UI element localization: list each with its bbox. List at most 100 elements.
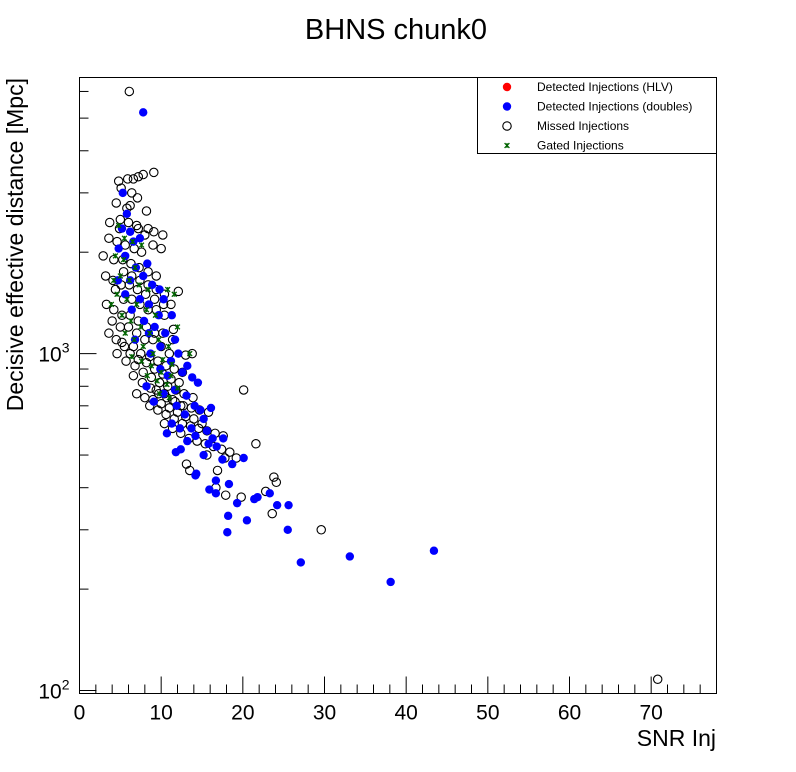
- y-axis-label: Decisive effective distance [Mpc]: [2, 78, 28, 411]
- detected-point: [204, 439, 213, 448]
- missed-point: [187, 348, 197, 359]
- detected-point: [296, 558, 306, 567]
- missed-point: [168, 324, 179, 335]
- plot-frame: [79, 77, 717, 694]
- missed-point: [111, 334, 122, 345]
- legend-label: Detected Injections (doubles): [537, 100, 692, 114]
- gated-point: [122, 330, 129, 337]
- x-tick-label: 60: [558, 702, 581, 725]
- gated-point: [117, 273, 124, 279]
- missed-point: [123, 322, 134, 332]
- x-axis-ticks: 0 10 20 30 40 50 60 70: [74, 676, 717, 725]
- detected-point: [155, 285, 164, 294]
- y-tick-base: 10: [38, 681, 61, 704]
- gated-point: [121, 235, 128, 242]
- detected-point: [187, 424, 196, 433]
- missed-point: [225, 447, 235, 457]
- gated-point: [129, 238, 136, 245]
- detected-point: [272, 500, 282, 510]
- gated-point: [156, 390, 163, 397]
- gated-point: [186, 350, 193, 357]
- detected-point: [139, 316, 149, 326]
- missed-point: [136, 247, 147, 257]
- x-tick-label: 0: [74, 702, 86, 725]
- detected-point: [206, 403, 216, 413]
- missed-point: [131, 220, 142, 231]
- gated-point: [124, 296, 130, 303]
- detected-point: [199, 414, 208, 424]
- detected-point: [175, 424, 185, 433]
- detected-point: [172, 401, 181, 411]
- gated-point: [168, 361, 175, 368]
- detected-point: [125, 227, 135, 236]
- y-tick-exponent: 2: [62, 677, 70, 693]
- gated-point: [138, 358, 145, 364]
- detected-point: [183, 436, 192, 446]
- missed-point: [100, 271, 111, 281]
- missed-point: [141, 206, 152, 216]
- missed-point: [151, 385, 162, 395]
- detected-point: [212, 442, 221, 451]
- y-tick-base: 10: [38, 344, 61, 367]
- missed-point: [267, 508, 277, 519]
- missed-point: [156, 243, 166, 254]
- missed-point: [652, 674, 663, 685]
- gated-point: [152, 312, 159, 319]
- missed-point: [164, 403, 175, 413]
- gated-point: [159, 356, 166, 363]
- missed-point: [136, 348, 146, 359]
- missed-point: [128, 174, 139, 184]
- legend-marker-1: [502, 102, 512, 111]
- detected-point: [144, 300, 154, 309]
- missed-point: [173, 286, 184, 297]
- gated-point: [138, 242, 145, 248]
- missed-point: [127, 188, 137, 198]
- detected-point: [188, 373, 197, 382]
- detected-point: [218, 455, 227, 464]
- detected-point: [283, 525, 292, 534]
- gated-point: [128, 353, 135, 360]
- missed-point: [128, 370, 139, 381]
- x-tick-label: 40: [394, 702, 417, 725]
- detected-point: [219, 434, 228, 443]
- missed-point: [122, 174, 133, 184]
- detected-point: [178, 368, 187, 377]
- detected-point: [180, 410, 190, 419]
- gated-point: [108, 301, 115, 308]
- detected-point: [142, 382, 151, 391]
- detected-point: [242, 516, 252, 525]
- gated-point: [131, 336, 138, 343]
- detected-point: [127, 305, 136, 314]
- detected-point: [232, 498, 242, 508]
- missed-point: [140, 392, 150, 403]
- detected-point: [223, 511, 233, 521]
- missed-point: [149, 294, 160, 305]
- detected-point: [167, 311, 176, 320]
- missed-point: [269, 472, 279, 482]
- legend-label: Missed Injections: [537, 119, 629, 133]
- detected-point: [143, 259, 152, 268]
- x-axis-label: SNR Inj: [637, 725, 716, 751]
- detected-point: [122, 209, 132, 219]
- detected-point: [161, 328, 170, 338]
- gated-point: [137, 324, 144, 330]
- legend-label: Gated Injections: [537, 139, 624, 153]
- detected-point: [171, 447, 181, 457]
- legend-marker-2: [502, 121, 512, 131]
- legend-marker-0: [502, 82, 512, 92]
- gated-point: [174, 385, 181, 391]
- missed-point: [111, 198, 122, 208]
- detected-point: [149, 397, 159, 406]
- detected-point: [228, 459, 237, 469]
- detected-point: [224, 479, 234, 489]
- missed-point: [138, 169, 148, 180]
- gated-point: [136, 281, 142, 288]
- missed-point: [212, 465, 223, 476]
- detected-point: [150, 322, 159, 332]
- detected-point: [284, 500, 293, 510]
- detected-point: [202, 426, 212, 436]
- detected-point: [205, 485, 214, 494]
- missed-point: [220, 490, 231, 500]
- detected-point: [211, 489, 221, 498]
